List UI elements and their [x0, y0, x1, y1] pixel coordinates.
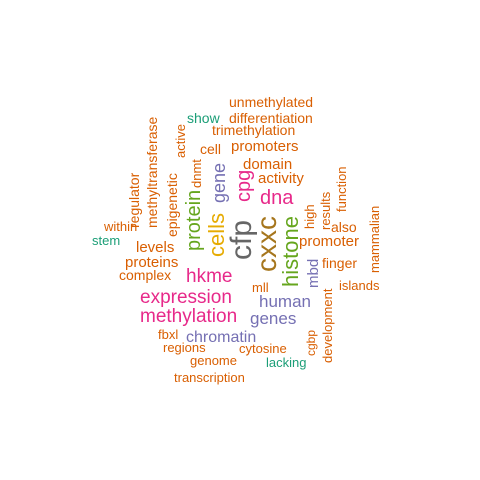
word-methyltransferase: methyltransferase	[144, 117, 160, 228]
word-high: high	[302, 204, 317, 229]
word-trimethylation: trimethylation	[212, 122, 295, 138]
word-cytosine: cytosine	[239, 341, 287, 356]
word-cgbp: cgbp	[304, 330, 318, 356]
word-development: development	[320, 288, 335, 363]
word-lacking: lacking	[266, 355, 306, 370]
word-regions: regions	[163, 340, 206, 355]
word-epigenetic: epigenetic	[164, 173, 180, 237]
word-islands: islands	[339, 278, 380, 293]
word-function: function	[334, 166, 349, 212]
word-domain: domain	[243, 156, 292, 173]
word-mbd: mbd	[305, 259, 322, 288]
word-mll: mll	[252, 280, 269, 295]
word-cfp: cfp	[225, 220, 258, 260]
word-methylation: methylation	[140, 306, 237, 327]
word-dna: dna	[260, 187, 294, 209]
word-cpg: cpg	[233, 170, 255, 202]
word-show: show	[187, 110, 221, 126]
word-genome: genome	[190, 353, 237, 368]
word-genes: genes	[250, 309, 296, 328]
word-human: human	[259, 292, 311, 311]
word-differentiation: differentiation	[229, 110, 313, 126]
word-results: results	[318, 191, 333, 230]
word-complex: complex	[119, 267, 171, 283]
word-also: also	[331, 219, 357, 235]
word-cell: cell	[200, 141, 221, 157]
word-activity: activity	[258, 170, 304, 187]
word-hkme: hkme	[186, 266, 232, 287]
word-mammalian: mammalian	[367, 206, 382, 273]
word-cells: cells	[204, 213, 229, 257]
word-levels: levels	[136, 239, 174, 256]
word-expression: expression	[140, 287, 232, 308]
word-unmethylated: unmethylated	[229, 94, 313, 110]
word-proteins: proteins	[125, 254, 178, 271]
word-regulator: regulator	[126, 172, 142, 228]
word-fbxl: fbxl	[158, 327, 178, 342]
word-gene: gene	[209, 163, 229, 203]
word-active: active	[173, 124, 188, 158]
word-cxxc: cxxc	[251, 216, 282, 272]
word-promoter: promoter	[299, 233, 359, 250]
word-transcription: transcription	[174, 370, 245, 385]
word-stem: stem	[92, 233, 120, 248]
word-within: within	[103, 219, 137, 234]
word-histone: histone	[278, 216, 303, 287]
word-finger: finger	[322, 255, 357, 271]
word-protein: protein	[183, 190, 205, 251]
word-chromatin: chromatin	[186, 329, 256, 346]
word-dnmt: dnmt	[189, 159, 204, 188]
word-promoters: promoters	[231, 138, 299, 155]
